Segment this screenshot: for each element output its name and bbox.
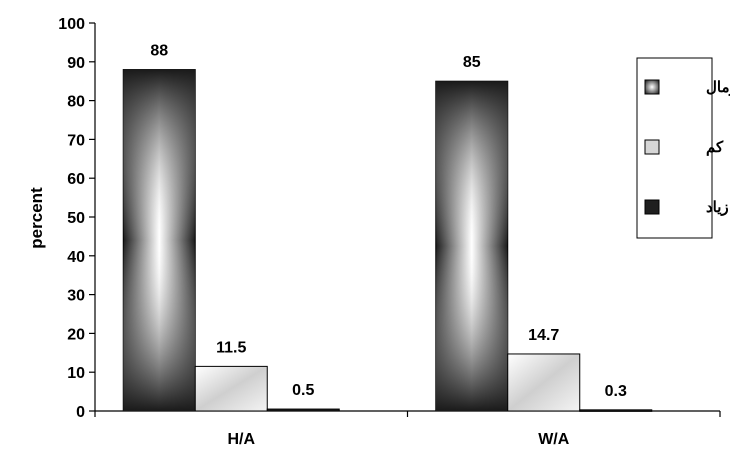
bar-1-HA [122,69,196,412]
bar-1-WA [435,80,509,412]
data-label: 14.7 [528,327,559,344]
data-label: 88 [150,43,168,60]
legend-label: نرمال [706,79,730,96]
y-tick-label: 90 [67,55,85,72]
y-tick-label: 80 [67,94,85,111]
y-tick-label: 40 [67,249,85,266]
y-tick-label: 50 [67,210,85,227]
bar-2-WA [507,353,581,412]
legend-swatch [644,199,660,215]
bars [122,69,653,412]
data-label: 0.5 [292,382,314,399]
data-label: 85 [463,54,481,71]
y-tick-label: 0 [76,404,85,421]
y-tick-label: 10 [67,365,85,382]
y-tick-label: 100 [58,16,85,33]
y-tick-label: 60 [67,171,85,188]
axes: 0 10 20 30 40 50 60 70 80 90 100 H/A W/A [58,16,721,448]
y-axis-title: percent [27,187,46,249]
x-category-label: W/A [538,431,570,448]
bar-2-HA [194,365,268,412]
bar-3-HA [266,408,340,412]
y-tick-label: 70 [67,132,85,149]
legend-label: زیاد [706,199,729,216]
y-tick-label: 20 [67,326,85,343]
data-label: 0.3 [605,383,627,400]
x-category-label: H/A [227,431,255,448]
legend-swatch [644,139,660,155]
legend-label: کم [706,139,724,156]
bar-3-WA [579,409,653,412]
data-label: 11.5 [216,339,246,356]
y-tick-label: 30 [67,288,85,305]
data-labels: 88 11.5 0.5 85 14.7 0.3 [150,43,627,400]
legend-swatch [644,79,660,95]
legend: نرمال کم زیاد [636,57,730,239]
